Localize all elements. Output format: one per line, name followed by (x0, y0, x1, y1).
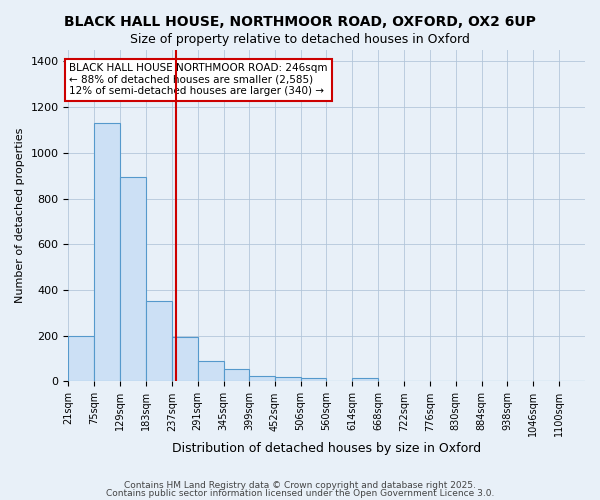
Bar (197, 361, 224, 382)
Bar (120, 178, 146, 382)
Bar (275, 377, 301, 382)
Bar (224, 369, 250, 382)
Bar (352, 378, 378, 382)
Text: BLACK HALL HOUSE NORTHMOOR ROAD: 246sqm
← 88% of detached houses are smaller (2,: BLACK HALL HOUSE NORTHMOOR ROAD: 246sqm … (70, 64, 328, 96)
Y-axis label: Number of detached properties: Number of detached properties (15, 128, 25, 304)
Text: Size of property relative to detached houses in Oxford: Size of property relative to detached ho… (130, 32, 470, 46)
Bar (250, 376, 275, 382)
X-axis label: Distribution of detached houses by size in Oxford: Distribution of detached houses by size … (172, 442, 481, 455)
Bar (68, 336, 94, 382)
Bar (94, 123, 120, 382)
Text: Contains HM Land Registry data © Crown copyright and database right 2025.: Contains HM Land Registry data © Crown c… (124, 481, 476, 490)
Bar (146, 302, 172, 382)
Text: BLACK HALL HOUSE, NORTHMOOR ROAD, OXFORD, OX2 6UP: BLACK HALL HOUSE, NORTHMOOR ROAD, OXFORD… (64, 15, 536, 29)
Bar (172, 337, 197, 382)
Bar (301, 378, 326, 382)
Text: Contains public sector information licensed under the Open Government Licence 3.: Contains public sector information licen… (106, 488, 494, 498)
